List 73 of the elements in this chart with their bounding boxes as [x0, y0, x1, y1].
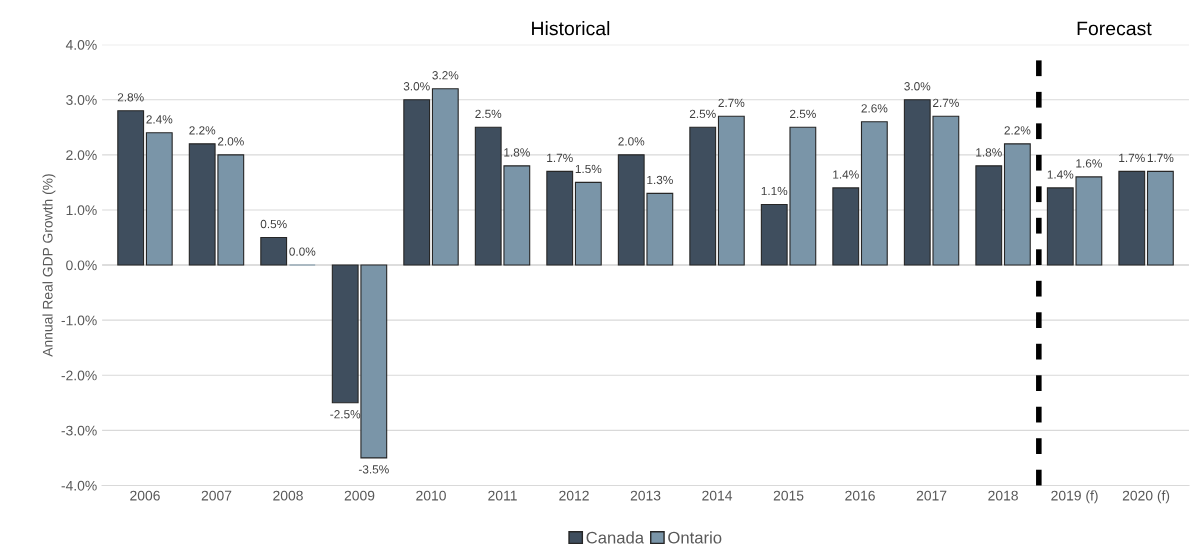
bar	[546, 170, 574, 266]
x-tick-label: 2020 (f)	[1122, 490, 1170, 504]
data-label: 2.7%	[933, 98, 959, 107]
data-label: 2.2%	[1004, 126, 1031, 135]
x-tick-label: 2008	[273, 490, 303, 501]
y-tick-label: -1.0%	[61, 315, 97, 326]
y-tick-label: -4.0%	[61, 480, 97, 491]
data-label: 3.0%	[403, 82, 430, 91]
bar	[689, 126, 717, 266]
data-label: -3.5%	[358, 465, 389, 474]
data-label: 0.5%	[260, 219, 287, 229]
data-label: 1.8%	[504, 148, 530, 157]
x-tick-label: 2016	[845, 490, 875, 501]
bar	[117, 110, 145, 266]
data-label: 3.2%	[432, 71, 459, 80]
x-tick-label: 2007	[201, 490, 232, 501]
data-label: 1.3%	[647, 175, 673, 185]
data-label: 2.0%	[217, 137, 244, 146]
data-label: 3.0%	[904, 82, 931, 91]
data-label: 1.8%	[976, 148, 1002, 157]
legend-label: Canada	[586, 531, 645, 544]
bar	[260, 236, 288, 266]
y-axis-title: Annual Real GDP Growth (%)	[42, 174, 56, 357]
text: Historical	[532, 21, 610, 36]
x-tick-label: 2015	[773, 490, 804, 501]
bar	[403, 99, 431, 266]
y-tick-label: 0.0%	[66, 260, 97, 271]
data-label: 2.2%	[189, 126, 216, 135]
bar	[860, 121, 888, 266]
y-tick-label: 2.0%	[66, 150, 97, 161]
y-tick-label: -3.0%	[61, 425, 97, 436]
bar	[574, 181, 602, 266]
bar	[975, 165, 1003, 266]
data-label: 2.4%	[146, 115, 173, 124]
data-label: 1.6%	[1076, 159, 1102, 168]
data-label: 2.6%	[861, 104, 888, 113]
bar	[145, 132, 173, 266]
x-tick-label: 2017	[916, 490, 947, 501]
data-label: 1.1%	[761, 186, 788, 196]
data-label: 2.5%	[789, 109, 816, 119]
y-tick-label: 3.0%	[66, 95, 97, 105]
data-label: 1.7%	[547, 153, 573, 163]
x-tick-label: 2010	[416, 490, 446, 501]
data-label: 1.5%	[575, 164, 602, 174]
bar	[717, 115, 745, 266]
data-label: 2.7%	[718, 98, 745, 107]
data-label: 0.0%	[289, 247, 316, 256]
data-label: 2.5%	[689, 109, 716, 119]
bar	[1146, 170, 1174, 266]
y-tick-label: 4.0%	[65, 39, 97, 50]
x-tick-label: 2014	[702, 490, 733, 501]
bar	[431, 88, 459, 266]
data-label: 1.4%	[1047, 170, 1074, 179]
x-tick-label: 2019 (f)	[1051, 490, 1098, 504]
data-label: 1.7%	[1119, 153, 1145, 163]
data-label: 2.0%	[618, 137, 645, 146]
y-tick-label: -2.0%	[61, 370, 97, 381]
bar	[1118, 170, 1146, 266]
data-label: 2.5%	[475, 109, 502, 119]
x-tick-label: 2013	[630, 490, 661, 501]
text: Forecast	[1077, 21, 1152, 36]
x-tick-label: 2012	[559, 490, 589, 501]
x-tick-label: 2009	[344, 490, 375, 501]
data-label: 1.4%	[833, 170, 859, 179]
data-label: 1.7%	[1147, 153, 1174, 163]
x-tick-label: 2006	[130, 490, 160, 501]
x-tick-label: 2018	[988, 490, 1018, 501]
bar	[1003, 143, 1031, 266]
bar	[832, 187, 860, 266]
y-tick-label: 1.0%	[66, 205, 97, 216]
x-tick-label: 2011	[488, 490, 517, 501]
data-label: 2.8%	[117, 93, 144, 102]
legend-label: Ontario	[668, 531, 722, 544]
